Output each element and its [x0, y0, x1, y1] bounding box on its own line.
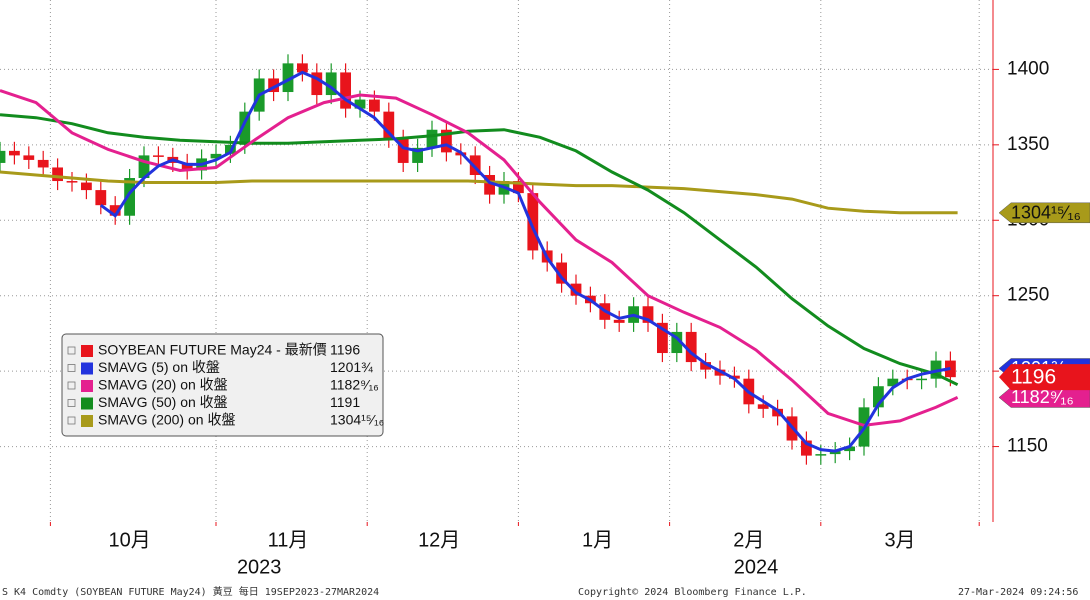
legend-label: SMAVG (200) on 收盤: [98, 412, 235, 428]
x-tick-label: 1月: [582, 529, 613, 551]
legend-label: SOYBEAN FUTURE May24 - 最新價: [98, 342, 327, 358]
legend-swatch: [81, 397, 93, 410]
year-label: 2024: [734, 556, 779, 578]
legend-swatch: [81, 415, 93, 427]
value-tag-label: 1196: [1011, 366, 1056, 389]
legend-value: 1191: [330, 394, 360, 410]
candle-body: [311, 72, 323, 96]
candle-body: [657, 322, 668, 354]
y-tick-label: 1400: [1007, 58, 1049, 79]
candle-body: [81, 182, 92, 191]
legend-label: SMAVG (50) on 收盤: [98, 394, 228, 410]
candle-body: [9, 150, 20, 156]
candle-body: [570, 283, 582, 296]
candle-body: [556, 262, 567, 284]
candle-body: [124, 178, 135, 216]
legend-expander: [67, 399, 76, 407]
y-tick-label: 1350: [1007, 134, 1049, 155]
legend-swatch: [81, 362, 93, 375]
candle-body: [844, 446, 855, 452]
candle-body: [210, 153, 222, 159]
x-tick-label: 3月: [884, 529, 915, 551]
sma-line: [0, 170, 958, 215]
candle-body: [153, 155, 164, 157]
value-tag: [999, 364, 1090, 391]
candle-body: [138, 155, 150, 179]
candle-body: [369, 99, 380, 112]
x-tick-label: 11月: [268, 529, 309, 551]
candle-body: [239, 111, 251, 145]
y-tick-label: 1150: [1007, 436, 1048, 457]
legend-value: 1182⁹⁄₁₆: [330, 377, 379, 393]
legend-value: 1201¾: [330, 359, 373, 375]
candle-body: [484, 175, 495, 195]
candle-body: [23, 155, 35, 160]
candle-body: [181, 162, 193, 171]
legend-expander: [67, 346, 76, 355]
value-tag: [998, 202, 1090, 224]
x-tick-label: 2月: [733, 529, 764, 551]
candle-body: [757, 404, 769, 409]
candle-body: [671, 331, 683, 354]
candle-body: [873, 386, 884, 408]
sma-line: [99, 70, 951, 453]
candle-body: [325, 72, 337, 96]
value-tag: [998, 387, 1090, 408]
candle-body: [887, 378, 899, 387]
candle-body: [268, 78, 279, 93]
candle-body: [426, 129, 438, 148]
y-tick-label: 1250: [1007, 285, 1049, 306]
candle-body: [916, 378, 927, 381]
legend-expander: [67, 381, 76, 390]
candle-body: [700, 362, 711, 370]
candle-body: [95, 190, 107, 206]
legend-expander: [67, 364, 76, 372]
candle-body: [282, 63, 294, 93]
candle-body: [441, 129, 452, 153]
legend-swatch: [81, 345, 93, 357]
x-tick-label: 10月: [108, 529, 150, 551]
candle-body: [685, 331, 697, 363]
candle-body: [412, 147, 423, 163]
legend-value: 1304¹⁵⁄₁₆: [330, 412, 384, 428]
x-tick-label: 12月: [418, 529, 460, 551]
candle-body: [513, 181, 524, 194]
legend-swatch: [81, 380, 93, 392]
year-label: 2023: [237, 556, 282, 578]
legend-expander: [67, 416, 76, 425]
candle-body: [66, 181, 78, 183]
candle-body: [297, 63, 308, 73]
candle-body: [397, 138, 409, 163]
legend-box: [61, 333, 384, 437]
legend-label: SMAVG (5) on 收盤: [98, 359, 220, 375]
candle-body: [340, 72, 351, 109]
footer-center: Copyright© 2024 Bloomberg Finance L.P.: [578, 587, 807, 598]
candle-body: [37, 159, 49, 168]
legend-label: SMAVG (20) on 收盤: [98, 377, 228, 393]
candle-body: [469, 155, 481, 176]
candle-body: [52, 167, 63, 182]
legend-value: 1196: [330, 342, 360, 358]
candle-body: [815, 454, 827, 456]
candle-body: [801, 440, 812, 456]
value-tag-label: 1182⁹⁄₁₆: [1011, 387, 1074, 407]
candle-body: [527, 193, 539, 251]
candle-body: [0, 150, 6, 163]
candle-body: [383, 111, 395, 139]
footer-left: S K4 Comdty (SOYBEAN FUTURE May24) 黃豆 每日…: [2, 585, 379, 598]
candle-body: [109, 205, 121, 216]
footer-right: 27-Mar-2024 09:24:56: [958, 587, 1078, 598]
candle-body: [613, 319, 625, 323]
candle-body: [354, 99, 366, 109]
candle-body: [642, 306, 654, 323]
sma-line: [0, 113, 959, 387]
value-tag-label: 1304¹⁵⁄₁₆: [1011, 203, 1081, 223]
